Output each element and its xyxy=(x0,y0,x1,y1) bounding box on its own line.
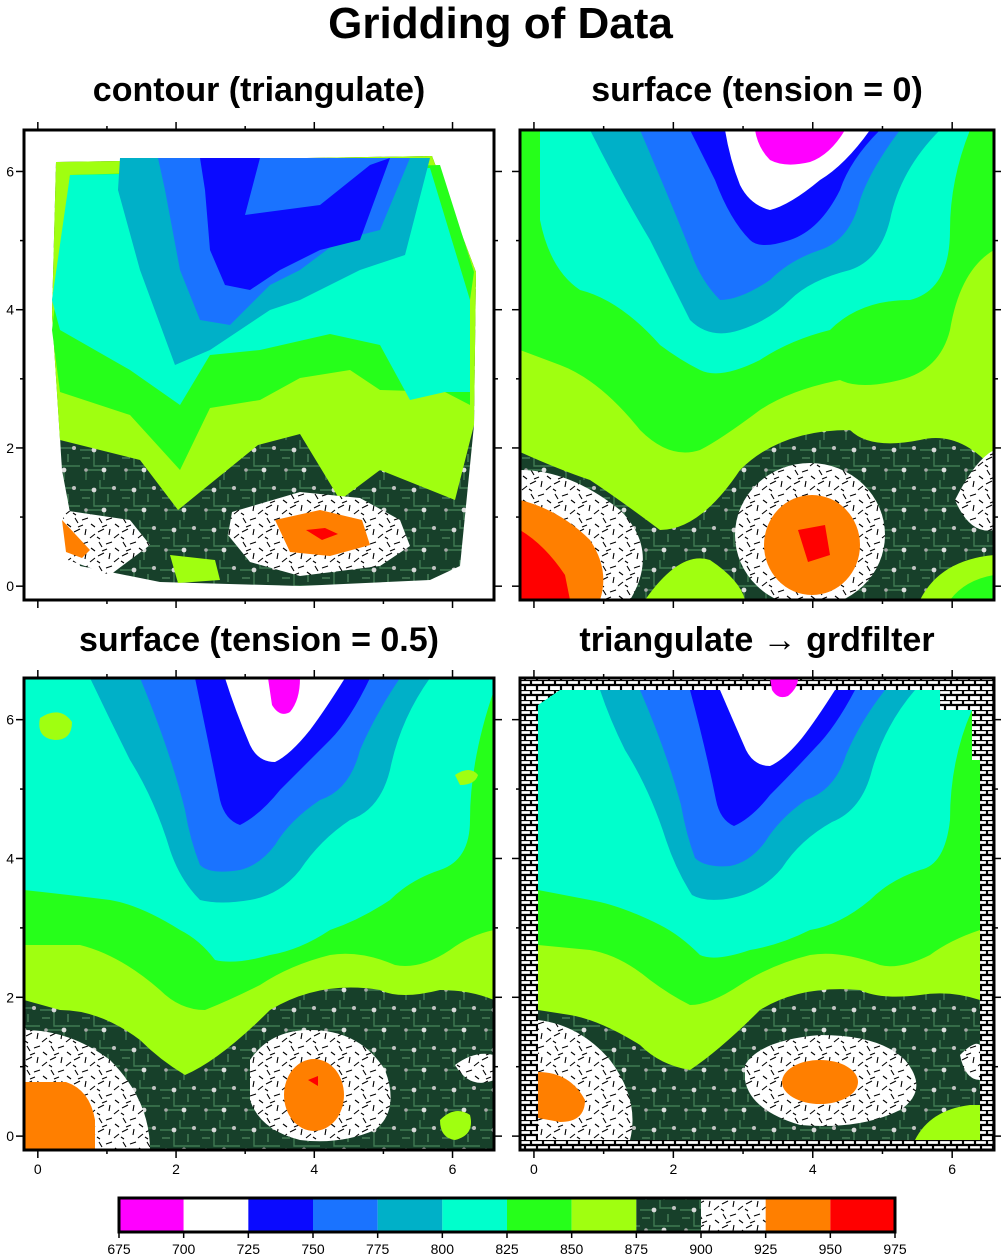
surface0-island-850-875 xyxy=(645,558,745,600)
surface05-band-925-950-b xyxy=(284,1059,344,1131)
colorbar-label: 750 xyxy=(301,1241,325,1257)
contour-band-950-975 xyxy=(306,528,338,540)
colorbar-bin-850-875 xyxy=(571,1198,637,1232)
filter-band-925-950-b xyxy=(782,1060,858,1104)
colorbar-bin-950-975 xyxy=(830,1198,895,1232)
surface05-band-925-950-a xyxy=(24,1082,95,1150)
colorbar-bin-900-925 xyxy=(701,1198,766,1232)
panel-frame-1 xyxy=(518,128,996,602)
colorbar-bin-750-775 xyxy=(313,1198,378,1232)
panel-title-surface-t0: surface (tension = 0) xyxy=(591,71,923,109)
filter-band-675-700 xyxy=(770,678,798,698)
surface0-band-700-725 xyxy=(725,130,870,210)
x-tick-label: 4 xyxy=(310,1161,318,1177)
colorbar-bin-875-900 xyxy=(636,1198,701,1232)
surface05-island-850-875-a xyxy=(39,712,72,740)
panel-triangulate-grdfilter xyxy=(520,678,994,1150)
y-tick-label: 2 xyxy=(6,440,14,456)
colorbar-bin-775-800 xyxy=(377,1198,443,1232)
filter-band-925-950-a xyxy=(538,1072,585,1122)
y-tick-label: 4 xyxy=(6,850,14,866)
colorbar-label: 800 xyxy=(431,1241,455,1257)
contour-island-850-875 xyxy=(170,555,220,583)
colorbar xyxy=(117,1196,897,1238)
panel-contour xyxy=(24,130,494,600)
panel-title-surface-t05: surface (tension = 0.5) xyxy=(79,621,439,659)
frames-layer xyxy=(16,122,1001,1158)
x-tick-label: 6 xyxy=(449,1161,457,1177)
panel-frame-0 xyxy=(22,128,496,602)
panel-title-contour: contour (triangulate) xyxy=(92,71,426,109)
x-tick-label: 2 xyxy=(669,1161,677,1177)
colorbar-label: 975 xyxy=(883,1241,907,1257)
colorbar-bin-675-700 xyxy=(119,1198,184,1232)
contour-band-725-750 xyxy=(200,158,390,290)
surface0-band-950-975-b xyxy=(798,525,830,562)
axis-labels-layer: 0 2 4 6 0 2 4 6 0 2 4 6 0 2 4 6 xyxy=(6,163,956,1177)
colorbar-bin-825-850 xyxy=(507,1198,572,1232)
panel-frame-2 xyxy=(22,676,496,1152)
colorbar-labels: 675 700 725 750 775 800 825 850 875 900 925 950 975 xyxy=(107,1241,907,1257)
colorbar-label: 825 xyxy=(495,1241,519,1257)
colorbar-label: 675 xyxy=(107,1241,131,1257)
panel-frame-3 xyxy=(518,676,996,1152)
panel-surface-t05 xyxy=(24,678,494,1150)
y-tick-label: 4 xyxy=(6,302,14,318)
y-tick-label: 6 xyxy=(6,712,14,728)
x-tick-label: 4 xyxy=(809,1161,817,1177)
colorbar-label: 700 xyxy=(172,1241,196,1257)
colorbar-bin-700-725 xyxy=(183,1198,249,1232)
filter-band-700-725 xyxy=(720,690,835,766)
colorbar-label: 875 xyxy=(625,1241,649,1257)
main-title: Gridding of Data xyxy=(328,0,673,48)
colorbar-label: 775 xyxy=(366,1241,390,1257)
colorbar-bin-725-750 xyxy=(248,1198,313,1232)
surface0-band-900-925-c xyxy=(955,450,994,531)
contour-band-900-925-a xyxy=(62,510,150,575)
colorbar-label: 900 xyxy=(689,1241,713,1257)
surface05-band-700-725 xyxy=(225,678,345,762)
surface0-band-675-700 xyxy=(755,130,845,165)
surface05-island-850-875-c xyxy=(440,1111,471,1140)
filter-island-850-875 xyxy=(915,1105,980,1140)
colorbar-label: 925 xyxy=(754,1241,778,1257)
panel-surface-t0 xyxy=(520,130,994,600)
x-tick-label: 0 xyxy=(530,1161,538,1177)
colorbar-label: 850 xyxy=(560,1241,584,1257)
surface05-band-675-700 xyxy=(268,678,300,714)
y-tick-label: 6 xyxy=(6,163,14,179)
contour-band-925-950-a xyxy=(62,520,90,558)
x-tick-label: 2 xyxy=(172,1161,180,1177)
x-tick-label: 6 xyxy=(948,1161,956,1177)
surface05-island-850-875-b xyxy=(455,770,478,785)
x-tick-label: 0 xyxy=(34,1161,42,1177)
surface05-band-900-925-c xyxy=(455,1053,494,1083)
surface0-band-950-975-a xyxy=(520,530,570,600)
colorbar-bin-925-950 xyxy=(765,1198,831,1232)
y-tick-label: 0 xyxy=(6,1128,14,1144)
y-tick-label: 2 xyxy=(6,989,14,1005)
y-tick-label: 0 xyxy=(6,578,14,594)
colorbar-bin-800-825 xyxy=(442,1198,507,1232)
surface05-band-950-975 xyxy=(308,1076,318,1086)
colorbar-label: 950 xyxy=(819,1241,843,1257)
colorbar-label: 725 xyxy=(237,1241,261,1257)
panel-title-triangulate-grdfilter: triangulate → grdfilter xyxy=(579,621,935,659)
filter-band-900-925-c xyxy=(960,1043,980,1080)
surface0-island-825-850 xyxy=(950,575,994,600)
